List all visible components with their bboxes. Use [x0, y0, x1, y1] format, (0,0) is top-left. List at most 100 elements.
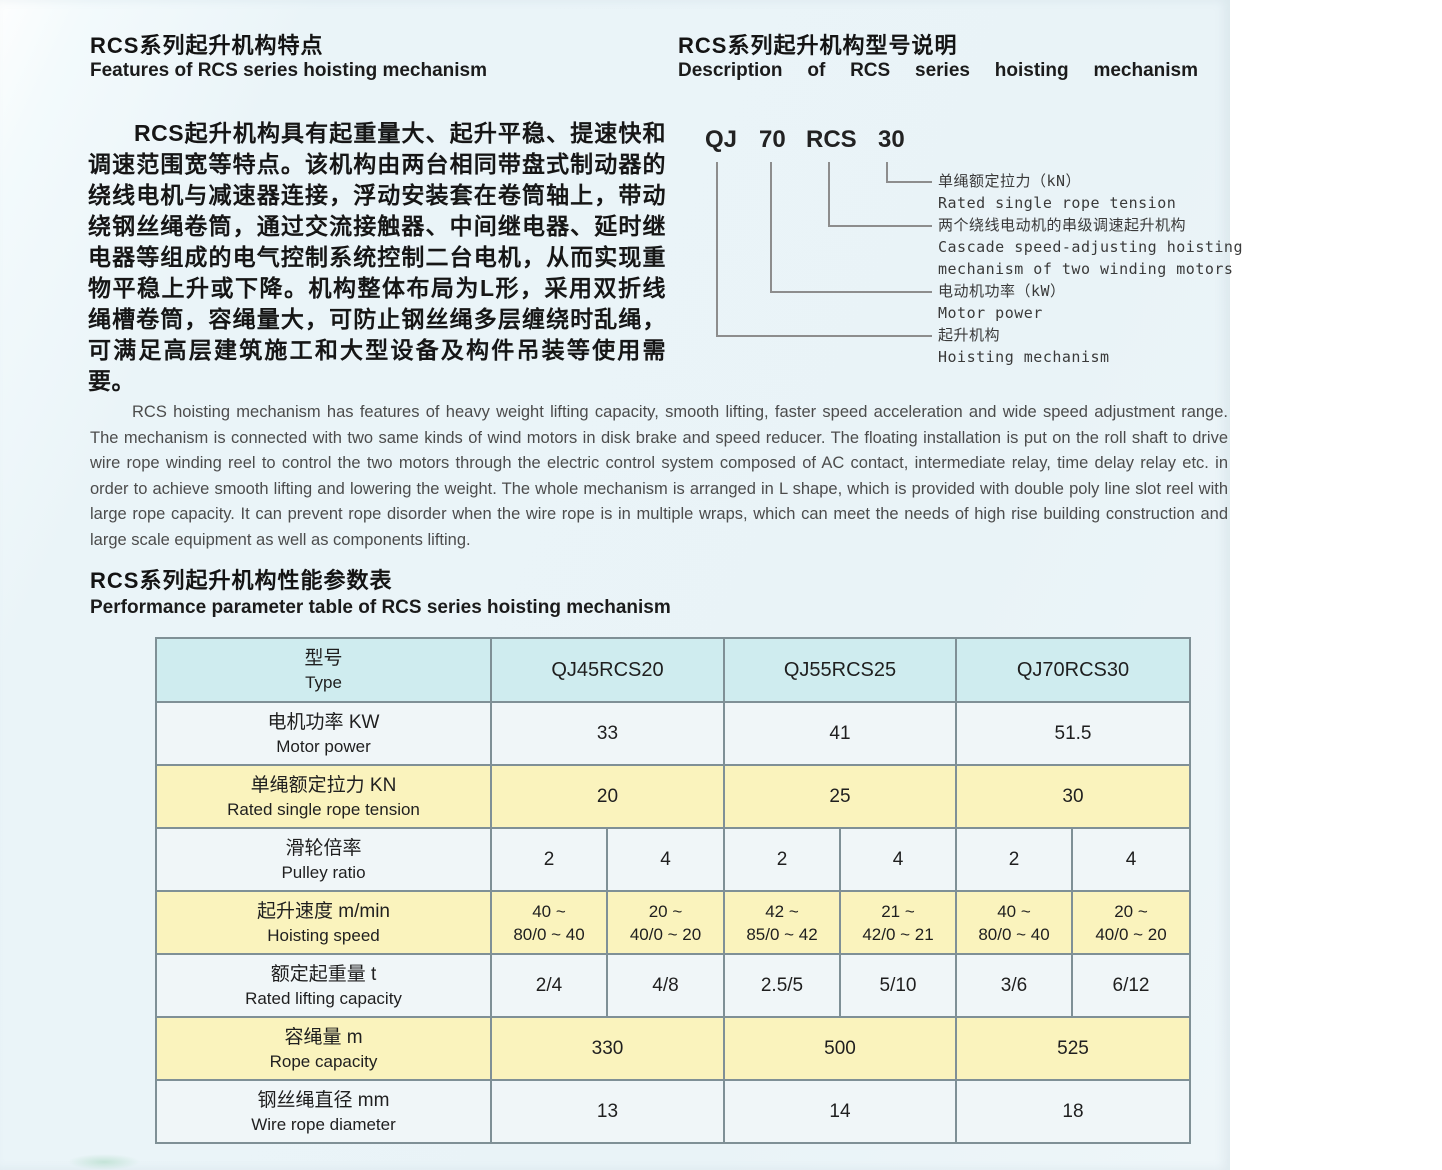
cell-value: 20 ~ 40/0 ~ 20	[606, 890, 725, 955]
row-label-cell: 电机功率 KW Motor power	[155, 701, 492, 766]
row-label-en: Wire rope diameter	[251, 1114, 396, 1134]
speed-line: 40/0 ~ 20	[1095, 924, 1167, 944]
row-label-cell: 滑轮倍率 Pulley ratio	[155, 827, 492, 892]
cell-value: 2.5/5	[723, 953, 841, 1018]
catalog-page: RCS系列起升机构特点 Features of RCS series hoist…	[0, 0, 1242, 1170]
table-row-hoisting-speed: 起升速度 m/min Hoisting speed 40 ~ 80/0 ~ 40…	[155, 890, 1191, 955]
header-label-cell: 型号 Type	[155, 637, 492, 703]
model-header-cell: QJ45RCS20	[490, 637, 725, 703]
table-title-en: Performance parameter table of RCS serie…	[90, 597, 671, 618]
model-code-legend: 单绳额定拉力（kN） Rated single rope tension 两个绕…	[938, 170, 1243, 368]
features-title-en: Features of RCS series hoisting mechanis…	[90, 60, 488, 81]
table-title-zh: RCS系列起升机构性能参数表	[90, 568, 393, 593]
row-label-en: Rated lifting capacity	[245, 988, 402, 1008]
speed-line: 80/0 ~ 40	[513, 924, 585, 944]
table-row-rope-capacity: 容绳量 m Rope capacity 330 500 525	[155, 1016, 1191, 1081]
cell-value: 41	[723, 701, 957, 766]
cell-value: 13	[490, 1079, 725, 1144]
row-label-cell: 起升速度 m/min Hoisting speed	[155, 890, 492, 955]
header-label-en: Type	[305, 673, 342, 692]
cell-value: 25	[723, 764, 957, 829]
speed-line: 85/0 ~ 42	[746, 924, 818, 944]
cell-value: 2	[723, 827, 841, 892]
speed-line: 20 ~	[648, 901, 683, 921]
performance-table: 型号 Type QJ45RCS20 QJ55RCS25 QJ70RCS30 电机…	[155, 637, 1191, 1144]
cell-value: 500	[723, 1016, 957, 1081]
row-label-en: Rated single rope tension	[227, 799, 420, 819]
speed-line: 40 ~	[997, 901, 1031, 921]
cell-value: 42 ~ 85/0 ~ 42	[723, 890, 841, 955]
cell-value: 4	[839, 827, 957, 892]
model-code-rcs: RCS	[806, 126, 857, 153]
cell-value: 4	[1071, 827, 1191, 892]
row-label-en: Motor power	[276, 736, 371, 756]
row-label-cell: 容绳量 m Rope capacity	[155, 1016, 492, 1081]
speed-line: 40/0 ~ 20	[629, 924, 702, 944]
row-label-cell: 额定起重量 t Rated lifting capacity	[155, 953, 492, 1018]
connector-line-qj	[716, 162, 932, 337]
model-header-cell: QJ55RCS25	[723, 637, 957, 703]
row-label-zh: 起升速度 m/min	[256, 900, 390, 922]
row-label-cell: 单绳额定拉力 KN Rated single rope tension	[155, 764, 492, 829]
row-label-en: Pulley ratio	[281, 862, 366, 882]
cell-value: 4/8	[606, 953, 725, 1018]
cell-value: 3/6	[955, 953, 1073, 1018]
features-paragraph-zh: RCS起升机构具有起重量大、起升平稳、提速快和调速范围宽等特点。该机构由两台相同…	[88, 120, 666, 394]
connector-line-rcs	[828, 162, 932, 227]
speed-line: 42/0 ~ 21	[862, 924, 934, 944]
description-title-en: Description of RCS series hoisting mecha…	[678, 60, 1198, 81]
row-label-zh: 电机功率 KW	[267, 711, 380, 733]
page-bottom-smudge	[68, 1154, 140, 1170]
model-code-30: 30	[878, 126, 905, 153]
legend-line: mechanism of two winding motors	[938, 260, 1234, 278]
model-code-70: 70	[759, 126, 786, 153]
cell-value: 330	[490, 1016, 725, 1081]
row-label-zh: 容绳量 m	[284, 1026, 363, 1048]
speed-line: 80/0 ~ 40	[978, 924, 1050, 944]
legend-line: Hoisting mechanism	[938, 348, 1110, 366]
legend-line: 起升机构	[938, 326, 1001, 344]
features-title-zh: RCS系列起升机构特点	[90, 33, 324, 58]
connector-line-70	[770, 162, 932, 293]
cell-value: 6/12	[1071, 953, 1191, 1018]
connector-line-30	[886, 162, 932, 183]
row-label-zh: 钢丝绳直径 mm	[257, 1089, 390, 1111]
legend-line: Rated single rope tension	[938, 194, 1177, 212]
table-row-rope-tension: 单绳额定拉力 KN Rated single rope tension 20 2…	[155, 764, 1191, 829]
cell-value: 5/10	[839, 953, 957, 1018]
cell-value: 14	[723, 1079, 957, 1144]
row-label-en: Rope capacity	[269, 1051, 378, 1071]
table-header-row: 型号 Type QJ45RCS20 QJ55RCS25 QJ70RCS30	[155, 637, 1191, 703]
cell-value: 2/4	[490, 953, 608, 1018]
speed-line: 20 ~	[1114, 901, 1148, 921]
description-paragraph-en: RCS hoisting mechanism has features of h…	[90, 403, 1228, 549]
table-row-lifting-capacity: 额定起重量 t Rated lifting capacity 2/4 4/8 2…	[155, 953, 1191, 1018]
row-label-zh: 单绳额定拉力 KN	[250, 774, 397, 796]
cell-value: 20	[490, 764, 725, 829]
table-row-wire-rope-diameter: 钢丝绳直径 mm Wire rope diameter 13 14 18	[155, 1079, 1191, 1144]
cell-value: 2	[490, 827, 608, 892]
cell-value: 30	[955, 764, 1191, 829]
cell-value: 21 ~ 42/0 ~ 21	[839, 890, 957, 955]
speed-line: 21 ~	[881, 901, 915, 921]
legend-line: Cascade speed-adjusting hoisting	[938, 238, 1243, 256]
model-header-cell: QJ70RCS30	[955, 637, 1191, 703]
speed-line: 42 ~	[765, 901, 799, 921]
cell-value: 18	[955, 1079, 1191, 1144]
table-row-motor-power: 电机功率 KW Motor power 33 41 51.5	[155, 701, 1191, 766]
row-label-en: Hoisting speed	[267, 925, 380, 945]
cell-value: 4	[606, 827, 725, 892]
legend-line: 单绳额定拉力（kN）	[938, 172, 1082, 190]
header-label-zh: 型号	[304, 648, 343, 669]
row-label-cell: 钢丝绳直径 mm Wire rope diameter	[155, 1079, 492, 1144]
row-label-zh: 额定起重量 t	[270, 963, 377, 985]
performance-table-wrap: 型号 Type QJ45RCS20 QJ55RCS25 QJ70RCS30 电机…	[155, 637, 1191, 1144]
table-row-pulley-ratio: 滑轮倍率 Pulley ratio 2 4 2 4 2 4	[155, 827, 1191, 892]
cell-value: 20 ~ 40/0 ~ 20	[1071, 890, 1191, 955]
speed-line: 40 ~	[532, 901, 566, 921]
legend-line: 电动机功率（kW）	[938, 282, 1066, 300]
description-title-zh: RCS系列起升机构型号说明	[678, 33, 958, 58]
cell-value: 2	[955, 827, 1073, 892]
cell-value: 33	[490, 701, 725, 766]
cell-value: 525	[955, 1016, 1191, 1081]
